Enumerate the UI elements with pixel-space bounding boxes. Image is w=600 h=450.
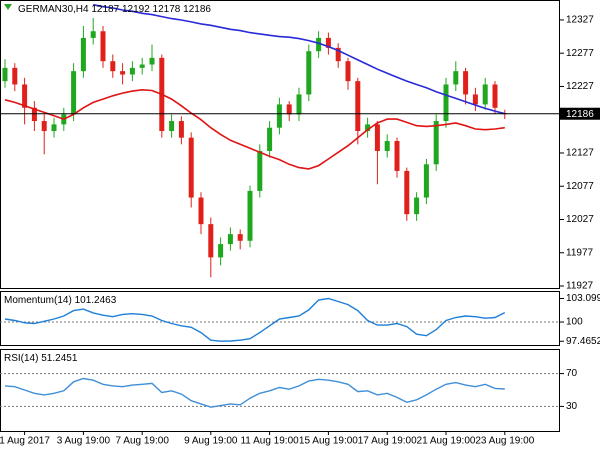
candle-body	[365, 124, 371, 132]
candle-body	[276, 104, 282, 128]
candle-body	[71, 71, 77, 115]
x-tick-label: 7 Aug 19:00	[116, 436, 170, 447]
candle-body	[100, 31, 106, 62]
y-tick-label: 11927	[566, 281, 594, 292]
candle-body	[374, 124, 380, 151]
candle-body	[355, 81, 361, 132]
panel-frame	[0, 349, 560, 432]
y-tick-label: 11977	[566, 247, 594, 258]
candle-body	[394, 141, 400, 171]
candle-body	[198, 197, 204, 225]
candle-body	[90, 31, 96, 38]
y-tick-label: 12227	[566, 81, 594, 92]
y-tick-label: 103.0996	[566, 293, 600, 304]
candle-body	[325, 37, 331, 48]
candle-body	[178, 121, 184, 138]
candle-body	[51, 124, 57, 132]
indicator-header: RSI(14) 51.2451	[4, 353, 78, 364]
x-tick-label: 1 Aug 2017	[0, 436, 50, 447]
x-tick-label: 11 Aug 19:00	[240, 436, 299, 447]
y-tick-label: 12027	[566, 214, 594, 225]
indicator-value: 101.2463	[75, 295, 117, 306]
candle-body	[227, 234, 233, 245]
candle-body	[129, 67, 135, 75]
price-label-box	[560, 107, 600, 120]
candle-body	[267, 127, 273, 151]
x-tick-label: 9 Aug 19:00	[184, 436, 238, 447]
x-tick-label: 23 Aug 19:00	[475, 436, 534, 447]
y-tick-label: 12127	[566, 148, 594, 159]
candle-body	[257, 150, 263, 191]
candle-body	[414, 197, 420, 215]
candle-body	[188, 137, 194, 198]
candle-body	[345, 61, 351, 82]
y-tick-label: 30	[566, 401, 578, 412]
candle-body	[433, 121, 439, 165]
candle-body	[120, 71, 126, 75]
ohlc-value: 12187	[91, 4, 119, 15]
candle-body	[237, 234, 243, 241]
candle-body	[335, 47, 341, 62]
candle-body	[306, 51, 312, 95]
indicator-line	[93, 3, 506, 115]
candle-body	[12, 67, 18, 85]
candle-body	[423, 164, 429, 198]
candle-body	[22, 84, 28, 108]
candle-body	[443, 84, 449, 122]
price-label: 12186	[566, 109, 594, 120]
indicator-title: Momentum(14)	[4, 295, 72, 306]
candle-body	[384, 141, 390, 151]
candle-body	[286, 104, 292, 115]
candle-body	[149, 57, 155, 65]
ohlc-value: 12186	[183, 4, 211, 15]
candle-body	[169, 121, 175, 132]
ohlc-value: 12178	[153, 4, 181, 15]
y-tick-label: 12277	[566, 48, 594, 59]
candle-body	[31, 107, 37, 122]
candle-body	[316, 37, 322, 52]
y-tick-label: 70	[566, 368, 578, 379]
panel-frame	[0, 0, 560, 289]
chart-title: GERMAN30,H4	[18, 4, 89, 15]
x-tick-label: 15 Aug 19:00	[299, 436, 358, 447]
candle-body	[472, 94, 478, 105]
candle-body	[404, 170, 410, 215]
y-tick-label: 12327	[566, 15, 594, 26]
candle-body	[2, 67, 8, 82]
x-tick-label: 17 Aug 19:00	[358, 436, 417, 447]
indicator-line	[4, 377, 505, 408]
x-tick-label: 3 Aug 19:00	[57, 436, 111, 447]
panel-frame	[0, 291, 560, 346]
y-tick-label: 12077	[566, 181, 594, 192]
candle-body	[463, 71, 469, 95]
candle-body	[208, 224, 214, 258]
candle-body	[482, 84, 488, 105]
header-icon	[4, 4, 12, 10]
candle-body	[247, 190, 253, 241]
candle-body	[110, 61, 116, 72]
x-tick-label: 21 Aug 19:00	[417, 436, 476, 447]
indicator-line	[4, 88, 505, 170]
y-tick-label: 100	[566, 317, 583, 328]
indicator-value: 51.2451	[41, 353, 78, 364]
candle-body	[218, 244, 224, 258]
candle-body	[492, 84, 498, 108]
candle-body	[80, 37, 86, 72]
indicator-line	[4, 297, 506, 342]
indicator-header: Momentum(14) 101.2463	[4, 295, 117, 306]
candle-body	[41, 121, 47, 132]
candle-body	[453, 71, 459, 85]
indicator-title: RSI(14)	[4, 353, 38, 364]
candle-body	[296, 94, 302, 115]
y-tick-label: 97.4652	[566, 336, 600, 347]
chart-header: GERMAN30,H4 12187 12192 12178 12186	[18, 4, 211, 15]
candle-body	[139, 64, 145, 68]
ohlc-value: 12192	[122, 4, 150, 15]
